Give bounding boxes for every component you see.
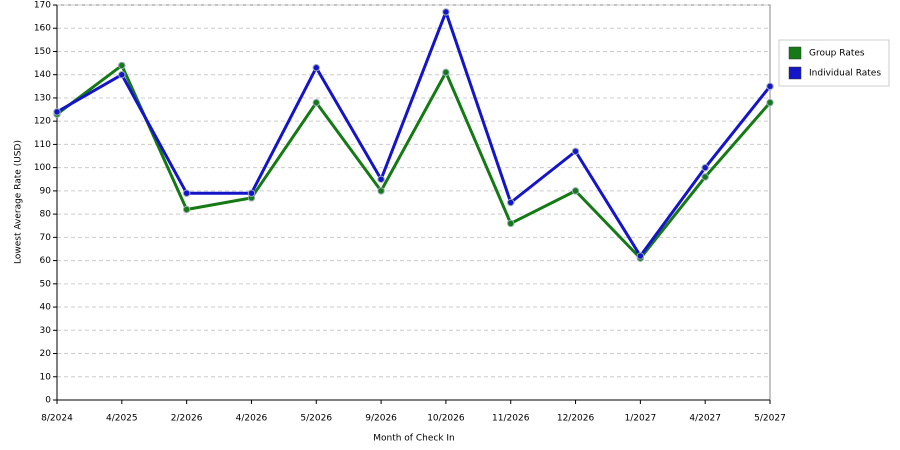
y-tick-label: 50 <box>40 279 52 289</box>
legend-label: Group Rates <box>809 49 865 59</box>
series-line <box>56 10 772 258</box>
data-point <box>507 219 515 228</box>
data-point <box>377 175 385 183</box>
y-tick-label: 130 <box>34 93 51 103</box>
data-point <box>118 71 126 79</box>
x-tick-label: 5/2027 <box>754 414 786 424</box>
data-point <box>766 98 774 107</box>
y-tick-label: 120 <box>34 117 51 127</box>
data-point <box>377 187 385 195</box>
y-tick-label: 70 <box>40 233 52 243</box>
data-point <box>247 189 256 197</box>
y-tick-label: 170 <box>34 1 51 11</box>
data-point <box>571 187 580 195</box>
legend-label: Individual Rates <box>809 69 881 79</box>
y-tick-label: 80 <box>40 210 52 220</box>
y-tick-label: 40 <box>40 303 52 313</box>
legend: Group Rates Individual Rates <box>778 39 890 87</box>
x-tick-label: 1/2027 <box>625 414 657 424</box>
y-tick-label: 150 <box>34 47 51 57</box>
data-point <box>701 163 709 172</box>
data-point <box>312 64 320 72</box>
data-point <box>118 61 126 70</box>
x-tick-label: 4/2027 <box>689 414 721 424</box>
y-axis-label: Lowest Average Rate (USD) <box>14 140 24 264</box>
y-tick-label: 110 <box>34 140 51 150</box>
y-tick-label: 10 <box>40 372 52 382</box>
data-point <box>571 147 580 156</box>
data-point <box>701 173 709 181</box>
series-line <box>56 63 772 260</box>
y-tick-label: 60 <box>40 256 52 266</box>
y-tick-label: 30 <box>40 326 52 336</box>
y-tick-label: 90 <box>40 186 52 196</box>
y-tick-label: 0 <box>45 396 51 406</box>
legend-swatch <box>788 46 802 60</box>
x-tick-label: 12/2026 <box>557 414 595 424</box>
x-tick-label: 4/2025 <box>106 414 138 424</box>
legend-swatch <box>788 66 802 80</box>
y-tick-label: 160 <box>34 24 51 34</box>
data-point <box>636 252 645 260</box>
data-point <box>312 98 320 107</box>
data-point <box>442 68 450 77</box>
data-point <box>766 82 774 91</box>
y-tick-label: 140 <box>34 70 51 80</box>
data-point <box>182 205 191 214</box>
y-tick-label: 20 <box>40 349 52 359</box>
plot-area <box>56 4 771 401</box>
data-point <box>53 108 61 116</box>
x-axis-label: Month of Check In <box>373 434 455 444</box>
x-tick-label: 4/2026 <box>236 414 268 424</box>
x-tick-label: 5/2026 <box>300 414 332 424</box>
x-tick-label: 8/2024 <box>41 414 73 424</box>
y-tick-label: 100 <box>34 163 51 173</box>
x-tick-label: 10/2026 <box>427 414 465 424</box>
x-tick-label: 9/2026 <box>365 414 397 424</box>
x-tick-label: 2/2026 <box>171 414 203 424</box>
data-point <box>507 198 515 207</box>
data-point <box>182 189 191 197</box>
data-point <box>442 8 450 16</box>
x-tick-label: 11/2026 <box>492 414 530 424</box>
